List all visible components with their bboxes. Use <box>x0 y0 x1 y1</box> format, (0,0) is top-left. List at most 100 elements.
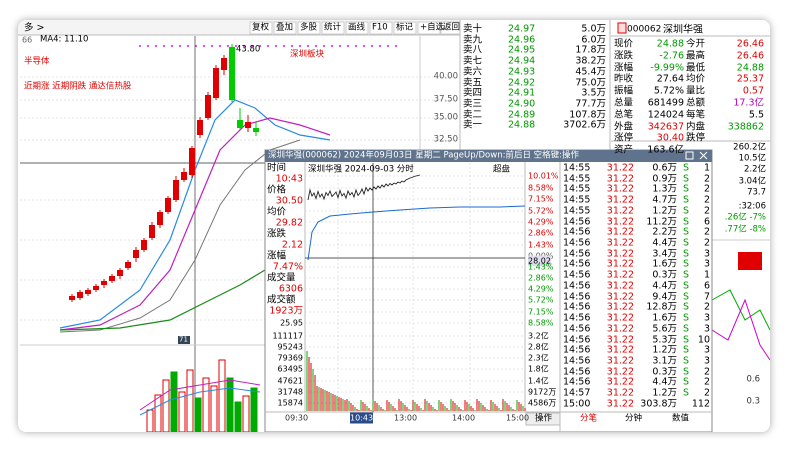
info-value: 6306 <box>278 283 303 295</box>
toolbar-button-bg[interactable] <box>345 21 369 35</box>
toolbar-button[interactable]: F10 <box>372 22 388 33</box>
dotted-marker <box>267 45 269 47</box>
pct-axis-label: 7.15% <box>528 307 554 317</box>
ask-volume: 6.0万 <box>581 34 606 46</box>
trade-side: S <box>683 237 690 249</box>
quote-value: 24.88 <box>656 38 684 50</box>
trade-side: S <box>683 387 690 399</box>
side-value: :32:06 <box>738 201 766 212</box>
toolbar-button-bg[interactable] <box>297 21 321 35</box>
candle-body <box>181 172 187 180</box>
dotted-marker <box>347 45 349 47</box>
toolbar-button-bg[interactable] <box>369 21 393 35</box>
trade-tab[interactable]: 分钟 <box>625 413 643 424</box>
trade-tab[interactable]: 分笔 <box>580 413 598 424</box>
ask-price: 24.97 <box>508 23 536 35</box>
toolbar-menu[interactable]: 多 > <box>24 22 45 34</box>
trade-count: 2 <box>703 301 710 313</box>
trade-side: S <box>683 248 690 260</box>
pct-axis-label: 1.43% <box>528 240 554 250</box>
quote-value: 24.88 <box>736 62 764 74</box>
logo <box>617 22 627 34</box>
quote-label: 最高 <box>686 50 706 62</box>
toolbar-button[interactable]: +自选 <box>420 22 445 33</box>
toolbar-button[interactable]: 叠加 <box>276 22 294 33</box>
quote-label: 资产 <box>614 144 634 156</box>
toolbar-button[interactable]: 画线 <box>348 22 366 33</box>
quote-label: 总量 <box>614 97 634 109</box>
chart-button[interactable]: 超盘 <box>493 164 511 175</box>
volume-axis-label: 95243 <box>277 342 303 352</box>
side-value: 10.5亿 <box>738 153 766 164</box>
trade-time: 14:55 <box>563 183 591 195</box>
dotted-marker <box>315 45 317 47</box>
trade-price: 31.22 <box>606 258 634 270</box>
toolbar-button[interactable]: 统计 <box>324 22 342 33</box>
volume-bar <box>210 385 218 432</box>
quote-label: 涨跌 <box>614 50 634 62</box>
ask-volume: 107.8万 <box>569 109 606 121</box>
trade-volume: 0.3万 <box>652 366 677 378</box>
info-label: 成交额 <box>267 294 296 306</box>
trade-volume: 4.4万 <box>652 376 677 388</box>
quote-value: 342637 <box>647 121 684 133</box>
toolbar-button[interactable]: 标记 <box>396 22 414 33</box>
ask-level: 卖八 <box>463 44 483 56</box>
tab-bg[interactable] <box>525 412 561 426</box>
trade-count: 1 <box>703 162 710 174</box>
ask-level: 卖六 <box>463 66 483 78</box>
toolbar-button-bg[interactable] <box>417 21 441 35</box>
candle-body <box>85 290 91 294</box>
trade-volume: 1.3万 <box>652 183 677 195</box>
trade-side: S <box>683 173 690 185</box>
toolbar-button-bg[interactable] <box>249 21 273 35</box>
quote-label: 现价 <box>614 38 634 50</box>
trade-price: 31.22 <box>606 355 634 367</box>
toolbar-button[interactable]: 返回 <box>443 22 461 33</box>
trade-price: 31.22 <box>606 366 634 378</box>
trade-volume: 1.6万 <box>652 312 677 324</box>
toolbar-button[interactable]: 复权 <box>252 22 270 33</box>
avg-line <box>307 205 526 261</box>
toolbar-button-bg[interactable] <box>321 21 345 35</box>
time-axis-label: 15:00 <box>506 413 530 423</box>
trade-time: 14:56 <box>563 301 591 313</box>
trade-price: 31.22 <box>606 248 634 260</box>
quote-value: -9.99% <box>650 62 684 74</box>
volume-axis-label: 25.95 <box>280 318 303 328</box>
candle-body <box>229 47 235 100</box>
info-label: 涨幅 <box>267 250 287 262</box>
side-line <box>711 289 770 331</box>
trade-side: S <box>683 194 690 206</box>
trade-price: 31.22 <box>606 301 634 313</box>
ask-level: 卖十 <box>463 23 483 35</box>
trade-tab[interactable]: 数值 <box>672 413 690 424</box>
trade-time: 14:56 <box>563 248 591 260</box>
trade-volume: 9.4万 <box>652 291 677 303</box>
candle-body <box>141 240 147 250</box>
info-label: 价格 <box>267 184 287 196</box>
ask-level: 卖四 <box>463 87 483 99</box>
dotted-marker <box>275 45 277 47</box>
quote-label: 均价 <box>686 73 706 85</box>
trade-side: S <box>683 226 690 238</box>
ask-price: 24.96 <box>508 34 536 46</box>
trade-volume: 11.2万 <box>646 216 677 228</box>
popup-maximize[interactable] <box>685 151 694 160</box>
toolbar-button-bg[interactable] <box>273 21 297 35</box>
candle-body <box>245 122 251 128</box>
ma-line <box>59 99 331 329</box>
volume-bar <box>194 397 202 432</box>
tab[interactable]: 操作 <box>535 413 553 424</box>
trade-volume: 2.2万 <box>652 226 677 238</box>
popup-close[interactable] <box>699 151 708 160</box>
toolbar-button-bg[interactable] <box>393 21 417 35</box>
toolbar-button[interactable]: 多股 <box>300 22 318 33</box>
quote-value: 124024 <box>647 109 684 121</box>
candle-body <box>237 120 243 128</box>
trade-time: 14:55 <box>563 162 591 174</box>
trade-count: 3 <box>703 248 710 260</box>
dotted-marker <box>307 45 309 47</box>
trade-count: 3 <box>703 344 710 356</box>
